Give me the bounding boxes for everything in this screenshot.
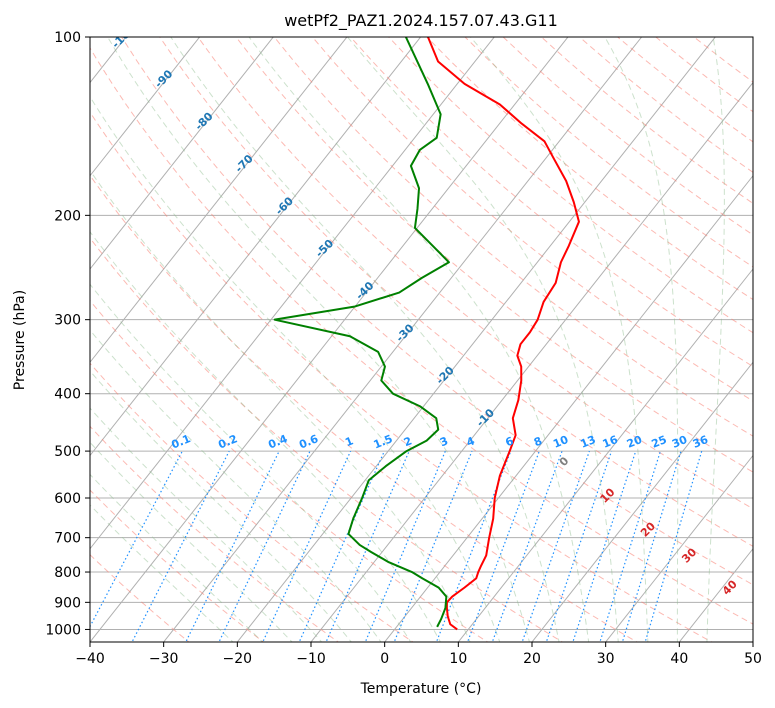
y-axis-title: Pressure (hPa)	[12, 290, 28, 390]
dry-adiabat-line	[90, 111, 713, 642]
dry-adiabat-line	[159, 37, 753, 547]
dry-adiabat-line	[349, 37, 753, 368]
moist-adiabat-line	[107, 37, 530, 642]
x-tick-label: 50	[744, 651, 762, 667]
isotherm-line	[531, 361, 753, 642]
isotherm-line	[90, 37, 201, 177]
mixing-ratio-line	[466, 450, 540, 642]
moist-adiabat-line	[90, 329, 382, 642]
y-tick-label: 100	[54, 30, 81, 46]
x-tick-label: 20	[523, 651, 541, 667]
mixing-ratio-line	[364, 450, 446, 642]
x-tick-label: −40	[75, 651, 105, 667]
y-tick-label: 700	[54, 531, 81, 547]
moist-adiabat-line	[347, 37, 619, 642]
x-tick-label: 0	[380, 651, 389, 667]
dry-adiabat-line	[90, 362, 414, 642]
mixing-ratio-label: 30	[670, 433, 689, 451]
dry-adiabat-line	[90, 46, 753, 625]
mixing-ratio-label: 8	[532, 434, 544, 449]
y-tick-label: 500	[54, 444, 81, 460]
y-tick-label: 1000	[45, 622, 81, 638]
x-axis-title: Temperature (°C)	[360, 681, 482, 697]
isotherm-line	[90, 37, 495, 550]
mixing-ratio-line	[393, 450, 473, 642]
plot-area	[90, 37, 753, 642]
isotherm-line	[310, 81, 753, 642]
y-tick-label: 200	[54, 208, 81, 224]
mixing-ratio-line	[325, 450, 410, 642]
isotherm-line	[90, 37, 348, 364]
x-tick-label: −20	[223, 651, 253, 667]
data-lines	[273, 37, 580, 631]
mixing-ratio-line	[644, 450, 703, 642]
moist-adiabat-line	[90, 95, 501, 642]
isotherm-line	[457, 268, 753, 642]
y-tick-label: 900	[54, 595, 81, 611]
moist-adiabat-line	[90, 370, 352, 642]
isotherm-line	[605, 454, 753, 642]
x-tick-label: 40	[670, 651, 688, 667]
isotherm-line	[384, 174, 753, 642]
mixing-ratio-line	[298, 450, 385, 642]
moist-adiabat-line	[90, 504, 234, 642]
mixing-ratio-label: 13	[579, 433, 598, 451]
isotherm-line	[90, 37, 569, 642]
plot-frame	[89, 36, 754, 643]
isotherm-line	[90, 37, 274, 270]
dry-adiabat-line	[388, 37, 753, 334]
y-tick-label: 300	[54, 313, 81, 329]
x-tick-label: 30	[597, 651, 615, 667]
x-tick-label: −30	[149, 651, 179, 667]
mixing-ratio-label: 2	[402, 434, 414, 449]
moist-adiabat-line	[170, 37, 560, 642]
y-tick-label: 800	[54, 565, 81, 581]
moist-adiabat-line	[706, 37, 725, 642]
chart-title: wetPf2_PAZ1.2024.157.07.43.G11	[284, 11, 558, 31]
dry-adiabat-line	[90, 425, 340, 642]
background-lines	[90, 37, 753, 642]
mixing-ratio-label: 10	[551, 433, 570, 451]
mixing-ratio-label: 36	[691, 433, 710, 451]
mixing-ratio-label: 16	[601, 433, 620, 451]
mixing-ratio-line	[621, 450, 682, 642]
mixing-ratio-label: 1	[343, 434, 355, 449]
dewpoint-profile-line	[273, 37, 450, 628]
mixing-ratio-label: 20	[625, 433, 644, 451]
moist-adiabat-line	[604, 37, 679, 642]
dry-adiabat-line	[90, 237, 564, 642]
moist-adiabat-line	[248, 37, 590, 642]
moist-adiabat-line	[470, 37, 649, 642]
isotherm-line	[90, 37, 422, 457]
axes: −40 −30 −20 −10 0 10 20 30 40 50 1000 900 800 700 600 5…	[45, 30, 762, 667]
y-tick-label: 600	[54, 491, 81, 507]
moist-adiabat-line	[90, 283, 412, 642]
temperature-profile-line	[427, 37, 580, 631]
dry-adiabat-line	[311, 37, 753, 402]
dry-adiabat-line	[121, 37, 753, 586]
isotherm-line	[236, 37, 716, 642]
dry-adiabat-line	[90, 174, 639, 642]
moist-adiabat-line	[90, 169, 471, 642]
isotherm-line	[163, 37, 643, 642]
mixing-ratio-line	[599, 450, 662, 642]
moist-adiabat-line	[90, 473, 264, 642]
mixing-ratio-line	[131, 450, 230, 642]
x-tick-label: −10	[296, 651, 326, 667]
moist-adiabat-line	[90, 441, 293, 642]
x-tick-label: 10	[449, 651, 467, 667]
mixing-ratio-label: 25	[650, 433, 669, 451]
y-tick-label: 400	[54, 387, 81, 403]
mixing-ratio-line	[262, 450, 352, 642]
mixing-ratio-line	[90, 450, 183, 628]
mixing-ratio-label: 3	[438, 434, 450, 449]
moist-adiabat-line	[90, 230, 441, 642]
